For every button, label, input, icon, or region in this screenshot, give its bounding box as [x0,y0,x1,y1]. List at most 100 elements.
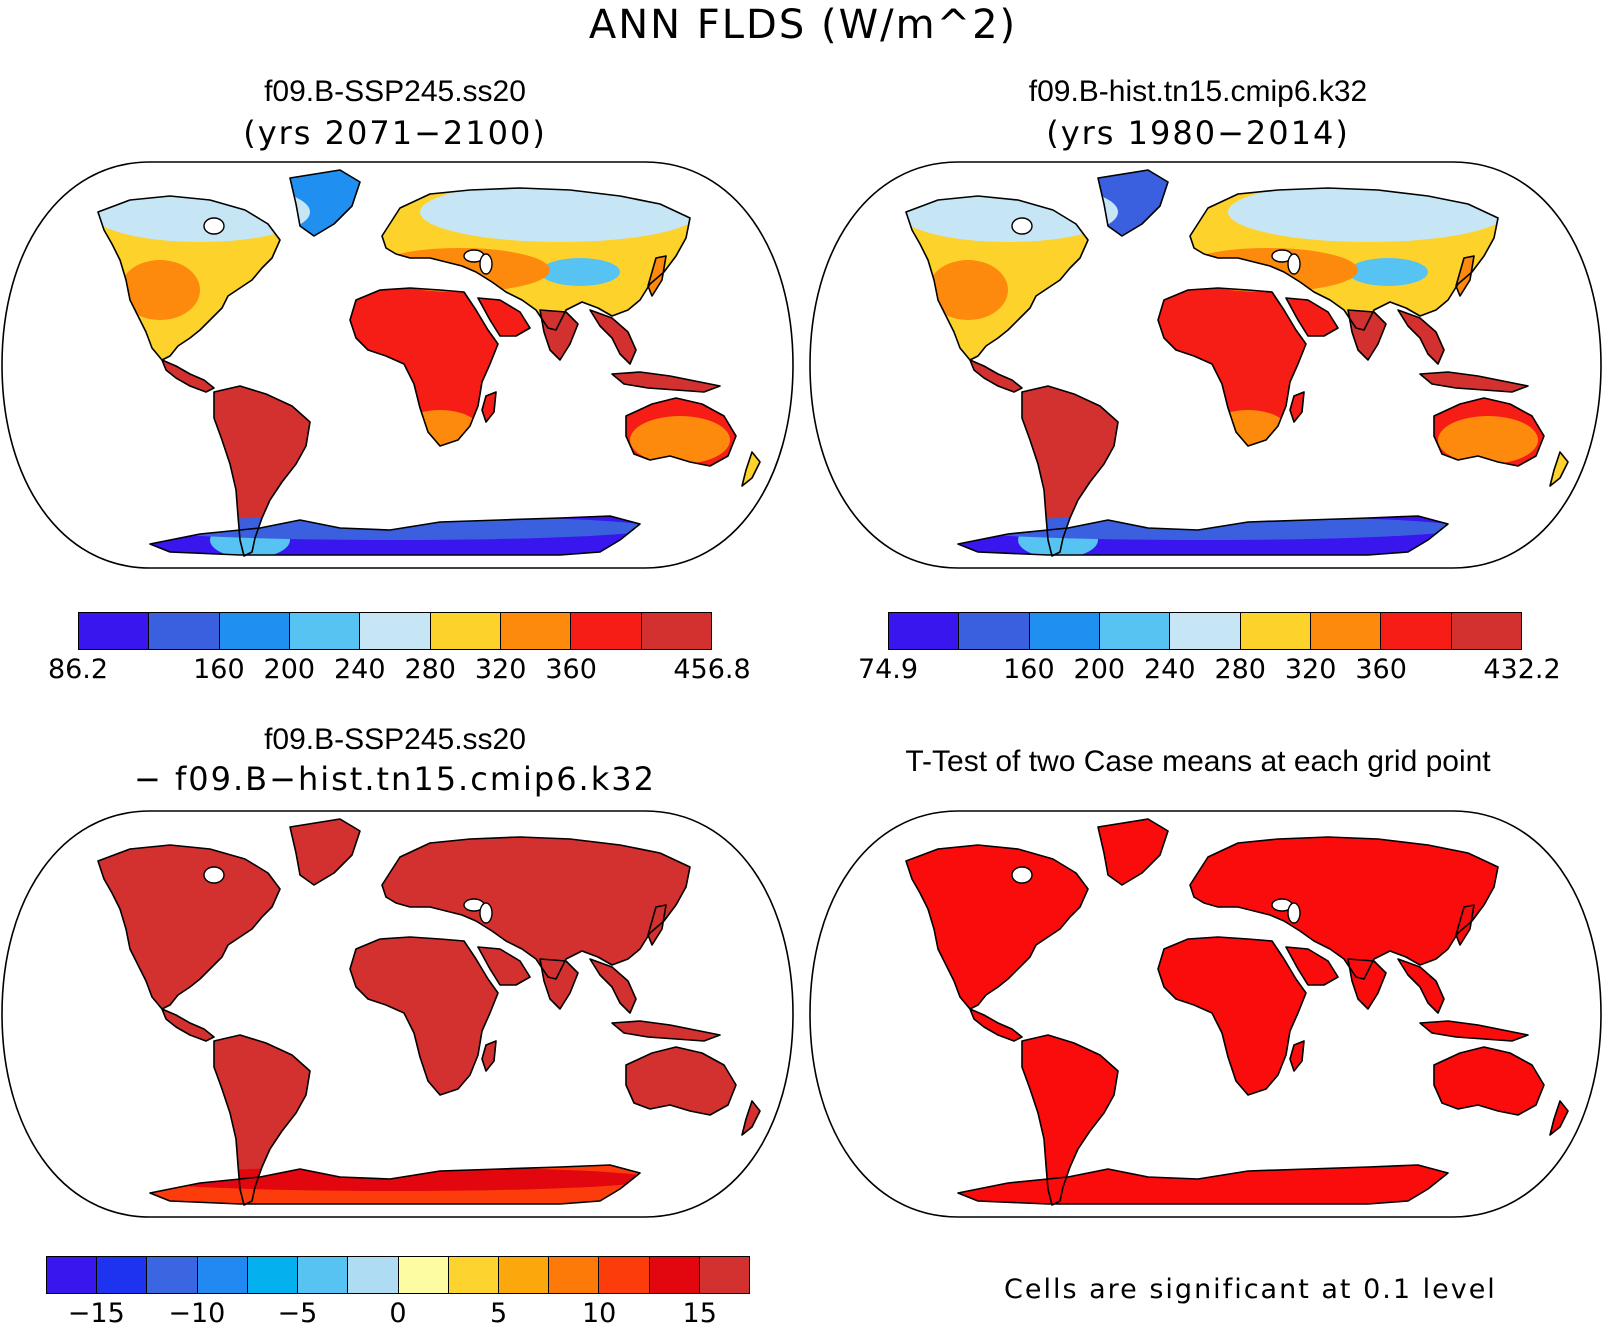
colorbar-swatch [699,1257,750,1293]
greenland-core [1124,180,1172,220]
panel-tr-subtitle: (yrs 1980−2014) [1046,114,1350,152]
colorbar-swatch [599,1257,650,1293]
greenland-core [316,180,364,220]
colorbar-tick-label: 360 [1355,654,1407,685]
colorbar-bl [46,1256,750,1294]
land-japan [648,256,666,296]
warm-band-na [120,260,200,320]
colorbar-tick-label: 320 [474,654,527,685]
colorbar-swatch [348,1257,399,1293]
colorbar-tl [78,612,712,650]
land-arabia [478,298,530,336]
land-seAsia [1398,959,1444,1013]
colorbar-swatch [1099,613,1171,649]
land-nz [1550,1101,1568,1135]
colorbar-swatch [247,1257,299,1293]
colorbar-swatch [360,613,431,649]
panel-bl-subtitle: − f09.B−hist.tn15.cmip6.k32 [134,760,656,798]
colorbar-tick-label: 456.8 [673,654,751,685]
land-indonesia [1420,372,1528,392]
colorbar-tick-label: −15 [67,1298,125,1329]
land-centralAmerica [162,360,214,392]
colorbar-tick-label: 160 [1003,654,1055,685]
colorbar-swatch [889,613,960,649]
colorbar-swatch [549,1257,600,1293]
land-arabia [478,947,530,985]
significance-note: Cells are significant at 0.1 level [1004,1274,1497,1305]
colorbar-swatch [1310,613,1382,649]
tibet-highland [540,258,620,286]
map-border [809,810,1602,1218]
land-greenland [1098,819,1168,885]
land-centralAmerica [162,1009,214,1041]
panel-tl-subtitle: (yrs 2071−2100) [243,114,547,152]
land-seAsia [1398,310,1444,364]
colorbar-swatch [1451,613,1521,649]
map-border [1,810,794,1218]
land-indonesia [612,372,720,392]
colorbar-swatch [498,1257,550,1293]
land-indonesia [1420,1021,1528,1041]
south-africa-warm [400,410,480,450]
colorbar-tick-label: 74.9 [857,654,919,685]
colorbar-tick-label: 200 [263,654,316,685]
warm-band-na [928,260,1008,320]
coastlines [97,818,761,1206]
colorbar-swatch [298,1257,349,1293]
cold-band-na [906,182,1118,242]
cold-band-na [98,182,310,242]
colorbar-swatch [448,1257,499,1293]
colorbar-tick-label: 360 [545,654,597,685]
antarctic-edge [943,516,1463,540]
panel-bl-title: f09.B-SSP245.ss20 [264,723,526,756]
land-antarctica [958,1165,1448,1204]
tibet-highland [1348,258,1428,286]
land-africa [1158,288,1306,446]
land-centralAmerica [970,1009,1022,1041]
map-panel-bl [1,810,794,1218]
land-eurasia [1190,837,1498,979]
land-australia [626,1047,736,1115]
colorbar-swatch [1170,613,1241,649]
colorbar-swatch [97,1257,148,1293]
colorbar-swatch [47,1257,98,1293]
land-fill-group [98,819,760,1205]
colorbar-swatch [219,613,290,649]
colorbar-tr [888,612,1522,650]
colorbar-swatch [500,613,572,649]
colorbar-tick-label: 280 [1214,654,1266,685]
amazon-trop [236,410,304,490]
land-japan [648,905,666,945]
colorbar-tick-label: 320 [1284,654,1337,685]
colorbar-swatch [1381,613,1452,649]
land-northAmerica [98,845,280,1009]
colorbar-tick-label: 240 [333,654,386,685]
land-eurasia [382,837,690,979]
land-fill-group [906,819,1568,1205]
colorbar-swatch [1029,613,1100,649]
land-seAsia [590,959,636,1013]
land-greenland [290,819,360,885]
land-nz [1550,452,1568,486]
colorbar-swatch [1240,613,1311,649]
colorbar-tick-label: 5 [489,1298,508,1329]
panel-tr-title: f09.B-hist.tn15.cmip6.k32 [1028,75,1368,108]
colorbar-swatch [959,613,1030,649]
land-nz [742,1101,760,1135]
colorbar-tick-label: 432.2 [1483,654,1561,685]
coastlines [97,169,761,557]
land-seAsia [590,310,636,364]
map-panel-tl [1,161,794,569]
map-panel-br [809,810,1602,1218]
land-australia [1434,1047,1544,1115]
colorbar-swatch [641,613,711,649]
colorbar-swatch [147,1257,198,1293]
colorbar-swatch [149,613,220,649]
amazon-trop [1044,410,1112,490]
south-africa-warm [1208,410,1288,450]
colorbar-tick-label: 280 [404,654,456,685]
panel-br-title: T-Test of two Case means at each grid po… [905,745,1491,778]
colorbar-tick-label: 240 [1143,654,1196,685]
main-title: ANN FLDS (W/m^2) [588,2,1018,48]
australia-warm [1438,416,1538,464]
